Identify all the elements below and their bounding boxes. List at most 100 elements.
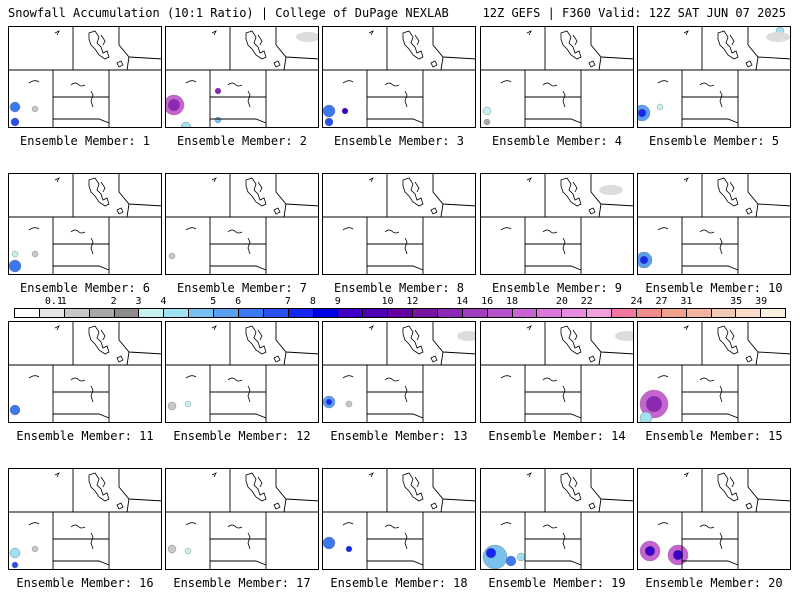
lakes — [185, 325, 281, 403]
ensemble-panel-5 — [637, 26, 791, 128]
colorbar-tick-label: 12 — [406, 296, 419, 307]
ensemble-panel-16 — [8, 468, 162, 570]
map-canvas — [9, 174, 161, 274]
border-lines — [9, 469, 161, 569]
snowfall-contour — [325, 398, 333, 406]
colorbar-tick-label: 16 — [481, 296, 494, 307]
map-canvas — [481, 322, 633, 422]
ensemble-member-label: Ensemble Member: 11 — [16, 429, 154, 443]
lakes — [185, 472, 281, 550]
colorbar-tick-label: 7 — [284, 296, 291, 307]
snowfall-contour — [167, 544, 177, 554]
ensemble-member-label: Ensemble Member: 10 — [645, 281, 783, 295]
lakes — [342, 30, 438, 108]
colorbar-swatch — [139, 309, 165, 317]
colorbar-swatch — [214, 309, 239, 317]
lakes — [185, 30, 281, 108]
colorbar-tick-label: 3 — [135, 296, 142, 307]
snowfall-contour — [345, 545, 353, 553]
snowfall-contour — [11, 250, 19, 258]
lakes — [28, 325, 124, 403]
colorbar-swatch — [313, 309, 339, 317]
colorbar-swatch — [363, 309, 389, 317]
map-canvas — [638, 174, 790, 274]
border-lines — [166, 469, 318, 569]
map-canvas — [481, 469, 633, 569]
colorbar-tick-label: 39 — [755, 296, 768, 307]
colorbar-swatch — [263, 309, 289, 317]
map-canvas — [9, 322, 161, 422]
ensemble-panel-1 — [8, 26, 162, 128]
ensemble-member-label: Ensemble Member: 16 — [16, 576, 154, 590]
colorbar-swatch — [612, 309, 637, 317]
ensemble-panel-10 — [637, 173, 791, 275]
snowfall-contour — [323, 536, 336, 550]
light-snow-contour — [296, 32, 318, 42]
ensemble-member-label: Ensemble Member: 19 — [488, 576, 626, 590]
snowfall-contour — [323, 104, 336, 118]
ensemble-panel-7 — [165, 173, 319, 275]
colorbar-swatch — [164, 309, 190, 317]
ensemble-member-label: Ensemble Member: 1 — [19, 134, 151, 148]
ensemble-member-label: Ensemble Member: 8 — [333, 281, 465, 295]
ensemble-panel-18 — [322, 468, 476, 570]
ensemble-panel-19 — [480, 468, 634, 570]
colorbar-swatch — [587, 309, 612, 317]
map-canvas — [323, 27, 475, 127]
ensemble-panel-20 — [637, 468, 791, 570]
snowfall-contour — [672, 549, 684, 561]
border-lines — [481, 322, 633, 422]
colorbar-swatch — [487, 309, 513, 317]
border-lines — [9, 27, 161, 127]
map-canvas — [323, 322, 475, 422]
lakes — [657, 30, 753, 108]
colorbar-swatch — [736, 309, 762, 317]
ensemble-panel-14 — [480, 321, 634, 423]
snowfall-contour — [214, 116, 222, 124]
colorbar-tick-label: 24 — [630, 296, 643, 307]
snowfall-contour — [485, 547, 497, 559]
snowfall-contour — [644, 545, 656, 557]
lakes — [185, 177, 281, 255]
ensemble-member-label: Ensemble Member: 15 — [645, 429, 783, 443]
lakes — [500, 177, 596, 255]
colorbar-swatch — [661, 309, 687, 317]
map-canvas — [166, 27, 318, 127]
snowfall-contour — [505, 555, 517, 567]
colorbar-tick-label: 20 — [555, 296, 568, 307]
ensemble-member-label: Ensemble Member: 3 — [333, 134, 465, 148]
snowfall-contour — [639, 255, 649, 265]
map-canvas — [166, 174, 318, 274]
border-lines — [323, 27, 475, 127]
ensemble-member-label: Ensemble Member: 9 — [491, 281, 623, 295]
colorbar-tick-label: 18 — [506, 296, 519, 307]
lakes — [342, 177, 438, 255]
colorbar-tick-label: 10 — [381, 296, 394, 307]
snowfall-contour — [483, 118, 491, 126]
snowfall-contour — [214, 87, 222, 95]
map-canvas — [323, 174, 475, 274]
colorbar-swatch — [562, 309, 588, 317]
snowfall-contour — [324, 117, 334, 127]
ensemble-panel-4 — [480, 26, 634, 128]
lakes — [500, 472, 596, 550]
colorbar-tick-label: 14 — [456, 296, 469, 307]
snowfall-contour — [9, 101, 21, 113]
colorbar-tick-label: 22 — [580, 296, 593, 307]
lakes — [657, 177, 753, 255]
ensemble-panel-13 — [322, 321, 476, 423]
colorbar-swatch — [15, 309, 40, 317]
border-lines — [166, 27, 318, 127]
snowfall-contour — [9, 259, 22, 273]
colorbar-swatch — [462, 309, 488, 317]
ensemble-member-label: Ensemble Member: 6 — [19, 281, 151, 295]
map-canvas — [638, 469, 790, 569]
colorbar-tick-label: 2 — [110, 296, 117, 307]
snowfall-contour — [31, 105, 39, 113]
ensemble-member-label: Ensemble Member: 13 — [330, 429, 468, 443]
light-snow-contour — [599, 185, 623, 195]
map-canvas — [638, 322, 790, 422]
colorbar-swatch — [114, 309, 140, 317]
colorbar-tick-label: 8 — [309, 296, 316, 307]
colorbar-tick-label: 35 — [730, 296, 743, 307]
